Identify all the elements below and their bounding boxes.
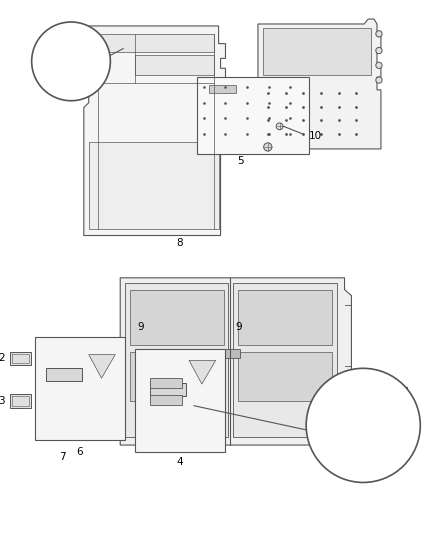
Polygon shape (150, 383, 186, 396)
Polygon shape (365, 388, 391, 399)
Text: 5: 5 (237, 156, 244, 166)
Polygon shape (10, 394, 31, 408)
Polygon shape (84, 26, 226, 236)
Polygon shape (263, 28, 371, 75)
Text: 6: 6 (77, 447, 83, 457)
Text: 10: 10 (309, 131, 322, 141)
Polygon shape (189, 360, 215, 384)
Polygon shape (332, 408, 357, 418)
Polygon shape (89, 354, 115, 378)
Polygon shape (150, 378, 182, 388)
Circle shape (306, 368, 420, 482)
Circle shape (376, 31, 382, 37)
Circle shape (264, 143, 272, 151)
Text: 11: 11 (398, 387, 411, 397)
Circle shape (376, 62, 382, 68)
Polygon shape (35, 337, 125, 440)
Polygon shape (46, 368, 82, 381)
Polygon shape (332, 388, 357, 399)
Circle shape (376, 47, 382, 54)
Text: 2: 2 (0, 353, 5, 364)
Text: 8: 8 (176, 238, 183, 248)
Polygon shape (130, 289, 223, 345)
Polygon shape (135, 55, 214, 75)
Polygon shape (61, 52, 87, 63)
Polygon shape (238, 352, 332, 401)
Circle shape (376, 77, 382, 83)
Polygon shape (135, 349, 226, 452)
Polygon shape (365, 408, 391, 418)
Polygon shape (125, 282, 229, 437)
Text: 4: 4 (177, 457, 184, 467)
Polygon shape (276, 80, 309, 87)
Polygon shape (89, 142, 219, 229)
Polygon shape (238, 289, 332, 345)
Polygon shape (197, 77, 309, 154)
Polygon shape (233, 282, 337, 437)
Polygon shape (10, 352, 31, 366)
Polygon shape (230, 349, 240, 359)
Polygon shape (150, 395, 182, 405)
Text: 9: 9 (235, 322, 242, 332)
Text: 9: 9 (138, 322, 144, 332)
Polygon shape (53, 42, 61, 79)
Polygon shape (209, 85, 237, 93)
Polygon shape (81, 63, 87, 71)
Text: 1: 1 (78, 39, 84, 49)
Text: 12: 12 (398, 409, 411, 418)
Polygon shape (258, 19, 381, 149)
Polygon shape (221, 349, 230, 359)
Polygon shape (98, 34, 214, 52)
Polygon shape (120, 278, 351, 445)
Text: 3: 3 (0, 396, 5, 406)
Text: 7: 7 (59, 452, 65, 462)
Polygon shape (130, 352, 223, 401)
Circle shape (32, 22, 110, 101)
Circle shape (276, 123, 283, 130)
